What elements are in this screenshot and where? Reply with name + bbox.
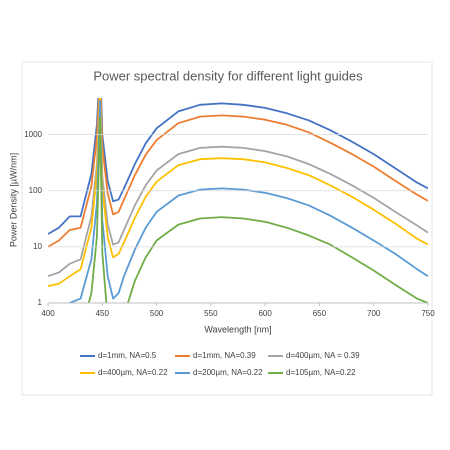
legend-label: d=400µm, NA=0.22 <box>98 368 168 377</box>
y-tick-label: 1000 <box>24 130 42 139</box>
legend-label: d=200µm, NA=0.22 <box>193 368 263 377</box>
y-tick-label: 1 <box>38 298 43 307</box>
chart-title: Power spectral density for different lig… <box>93 68 363 83</box>
legend-label: d=400µm, NA = 0.39 <box>286 351 360 360</box>
chart-frame <box>21 61 433 396</box>
y-tick-label: 100 <box>29 186 43 195</box>
y-axis-label: Power Density [µW/nm] <box>8 153 18 247</box>
x-tick-label: 550 <box>204 309 218 318</box>
legend-label: d=105µm, NA=0.22 <box>286 368 356 377</box>
y-tick-label: 10 <box>33 242 42 251</box>
legend-label: d=1mm, NA=0.5 <box>98 351 157 360</box>
x-tick-label: 750 <box>421 309 435 318</box>
series-line <box>48 98 428 235</box>
series-line <box>48 98 428 278</box>
x-axis-label: Wavelength [nm] <box>204 324 271 334</box>
x-tick-label: 450 <box>96 309 110 318</box>
plot-lines <box>48 98 428 303</box>
x-tick-label: 700 <box>367 309 381 318</box>
series-line <box>87 116 428 303</box>
series-line <box>67 100 428 303</box>
x-tick-label: 500 <box>150 309 164 318</box>
legend-label: d=1mm, NA=0.39 <box>193 351 256 360</box>
series-line <box>48 98 428 248</box>
x-tick-label: 600 <box>258 309 272 318</box>
x-tick-label: 650 <box>313 309 327 318</box>
x-tick-label: 400 <box>41 309 55 318</box>
